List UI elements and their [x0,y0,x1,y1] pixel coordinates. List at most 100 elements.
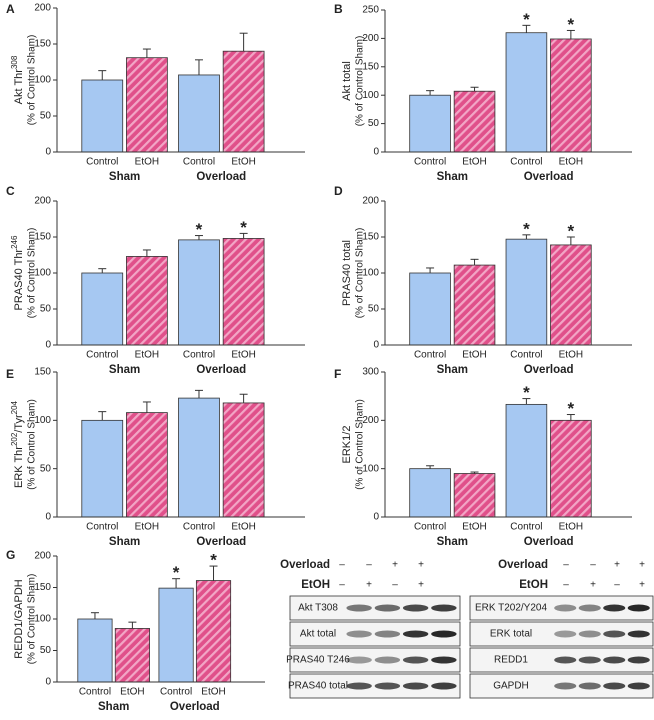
blot-row-label: REDD1 [494,655,528,666]
y-tick-label: 200 [362,415,379,426]
significance-marker: * [210,551,217,570]
bar [505,403,548,518]
blot-lane-mark: + [639,580,645,591]
blot-header-label: EtOH [519,579,548,591]
bar [550,38,592,153]
y-axis-label: (% of Control Sham) [27,228,38,319]
y-tick-label: 100 [362,268,379,279]
group-label: Sham [109,171,140,183]
x-tick-label: Control [414,350,446,361]
y-tick-label: 0 [373,512,379,523]
blot-band [346,604,372,612]
x-tick-label: Control [414,157,446,168]
blot-lane-mark: + [590,580,596,591]
x-tick-label: EtOH [120,687,144,698]
y-tick-label: 200 [362,33,379,44]
blot-band [603,604,626,612]
panel-letter: F [334,367,341,381]
panel-letter: G [6,548,15,562]
bar [505,238,548,346]
panel-letter: B [334,2,343,16]
blot-band [374,630,401,638]
blot-band [346,630,372,638]
y-axis-label-part: ERK1/2 [341,426,353,464]
panel-letter: A [6,2,15,16]
y-axis-label: (% of Control Sham) [27,35,38,126]
y-axis-label-part: /Tyr [13,414,25,433]
x-tick-label: EtOH [201,687,225,698]
y-tick-label: 0 [45,340,51,351]
blot-band [374,656,401,664]
blot-lane-mark: – [339,560,345,571]
bar [453,264,496,346]
y-tick-label: 150 [34,39,51,50]
y-tick-label: 100 [362,463,379,474]
y-tick-label: 50 [40,645,52,656]
blot-band [603,656,626,664]
x-tick-label: Control [86,522,118,533]
blot-row-label: GAPDH [493,681,529,692]
bar [126,256,168,346]
bar [222,238,265,346]
bar [178,397,220,518]
group-label: Overload [524,364,574,376]
blot-row-label: Akt T308 [298,603,338,614]
y-tick-label: 0 [45,677,51,688]
blot-row-label: PRAS40 total [288,681,348,692]
y-axis-label: ERK Thr202/Tyr204 [10,400,25,488]
y-tick-label: 100 [34,268,51,279]
x-tick-label: EtOH [231,157,255,168]
blot-lane-mark: + [418,560,424,571]
blot-lane-mark: + [418,580,424,591]
x-tick-label: EtOH [462,157,486,168]
x-tick-label: EtOH [231,350,255,361]
blot-lane-mark: + [614,560,620,571]
bar [550,244,592,346]
x-tick-label: Control [510,522,542,533]
y-tick-label: 50 [368,304,380,315]
significance-marker: * [523,383,530,402]
panel-letter: C [6,184,15,198]
bar [81,272,124,346]
blot-lane-mark: – [614,580,620,591]
y-tick-label: 150 [362,61,379,72]
y-tick-label: 50 [368,118,380,129]
bar [158,587,194,683]
blot-band [402,682,429,690]
blot-band [578,682,601,690]
blot-lane-mark: – [563,560,569,571]
y-tick-label: 100 [362,90,379,101]
bar [453,473,496,518]
y-axis-label: (% of Control Sham) [27,399,38,490]
x-tick-label: Control [79,687,111,698]
y-tick-label: 150 [34,232,51,243]
panel-letter: D [334,184,343,198]
bar [77,618,113,683]
x-tick-label: EtOH [135,522,159,533]
x-tick-label: Control [183,350,215,361]
y-tick-label: 100 [34,75,51,86]
group-label: Sham [109,536,140,548]
y-tick-label: 200 [34,196,51,207]
y-axis-label: (% of Control Sham) [355,399,366,490]
y-tick-label: 0 [373,147,379,158]
blot-band [431,656,457,664]
y-axis-label-part: 246 [10,235,19,249]
y-tick-label: 50 [40,111,52,122]
group-label: Overload [524,536,574,548]
y-tick-label: 150 [34,582,51,593]
blot-band [431,604,457,612]
x-tick-label: Control [510,157,542,168]
x-tick-label: Control [510,350,542,361]
bar [81,419,124,518]
y-tick-label: 150 [362,232,379,243]
y-tick-label: 250 [362,5,379,16]
x-tick-label: EtOH [135,157,159,168]
y-axis-label-part: 202 [10,432,19,446]
blot-lane-mark: – [366,560,372,571]
blot-row-label: Akt total [300,629,336,640]
bar [409,272,451,346]
blot-band [554,656,577,664]
x-tick-label: Control [183,522,215,533]
